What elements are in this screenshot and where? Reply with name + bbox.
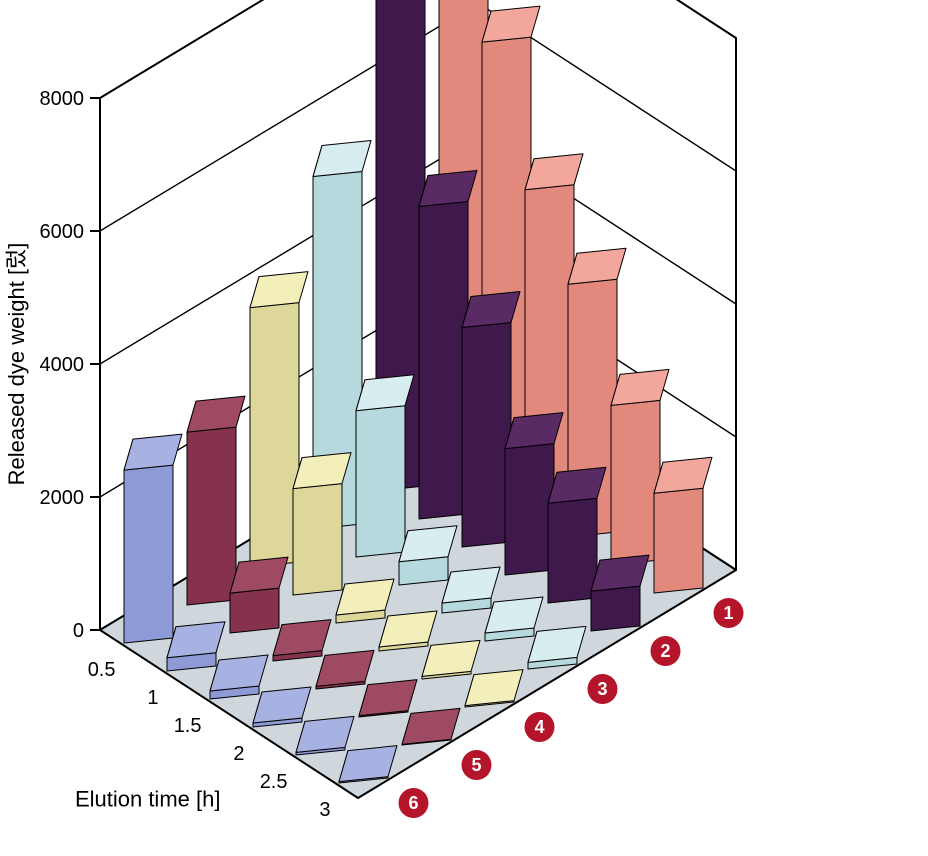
- bar-chart-3d: 0 2000 4000 6000 8000 Released dye weight [렀]…: [0, 0, 928, 856]
- x-tick-label: 2: [233, 743, 244, 765]
- series-badge: 3: [588, 674, 618, 704]
- z-axis-label: Released dye weight [렀]: [4, 243, 29, 486]
- series-badge: 1: [714, 598, 744, 628]
- z-tick-label: 4000: [40, 354, 85, 376]
- series-badge: 6: [399, 788, 429, 818]
- z-tick-label: 2000: [40, 487, 85, 509]
- series-badge: 4: [525, 712, 555, 742]
- z-tick-label: 0: [73, 620, 84, 642]
- series-badge: 5: [462, 750, 492, 780]
- x-tick-label: 1.5: [174, 715, 202, 737]
- svg-text:4: 4: [534, 717, 544, 737]
- svg-text:2: 2: [660, 641, 670, 661]
- x-tick-label: 3: [319, 799, 330, 821]
- x-tick-label: 0.5: [88, 659, 116, 681]
- x-axis-label: Elution time [h]: [75, 786, 221, 811]
- svg-text:1: 1: [723, 603, 733, 623]
- x-tick-label: 2.5: [260, 771, 288, 793]
- svg-text:3: 3: [597, 679, 607, 699]
- svg-text:5: 5: [471, 755, 481, 775]
- z-tick-label: 6000: [40, 221, 85, 243]
- x-tick-label: 1: [147, 687, 158, 709]
- series-badge: 2: [651, 636, 681, 666]
- z-tick-label: 8000: [40, 88, 85, 110]
- z-axis: 0 2000 4000 6000 8000 Released dye weight [렀]: [4, 88, 100, 642]
- svg-text:6: 6: [408, 793, 418, 813]
